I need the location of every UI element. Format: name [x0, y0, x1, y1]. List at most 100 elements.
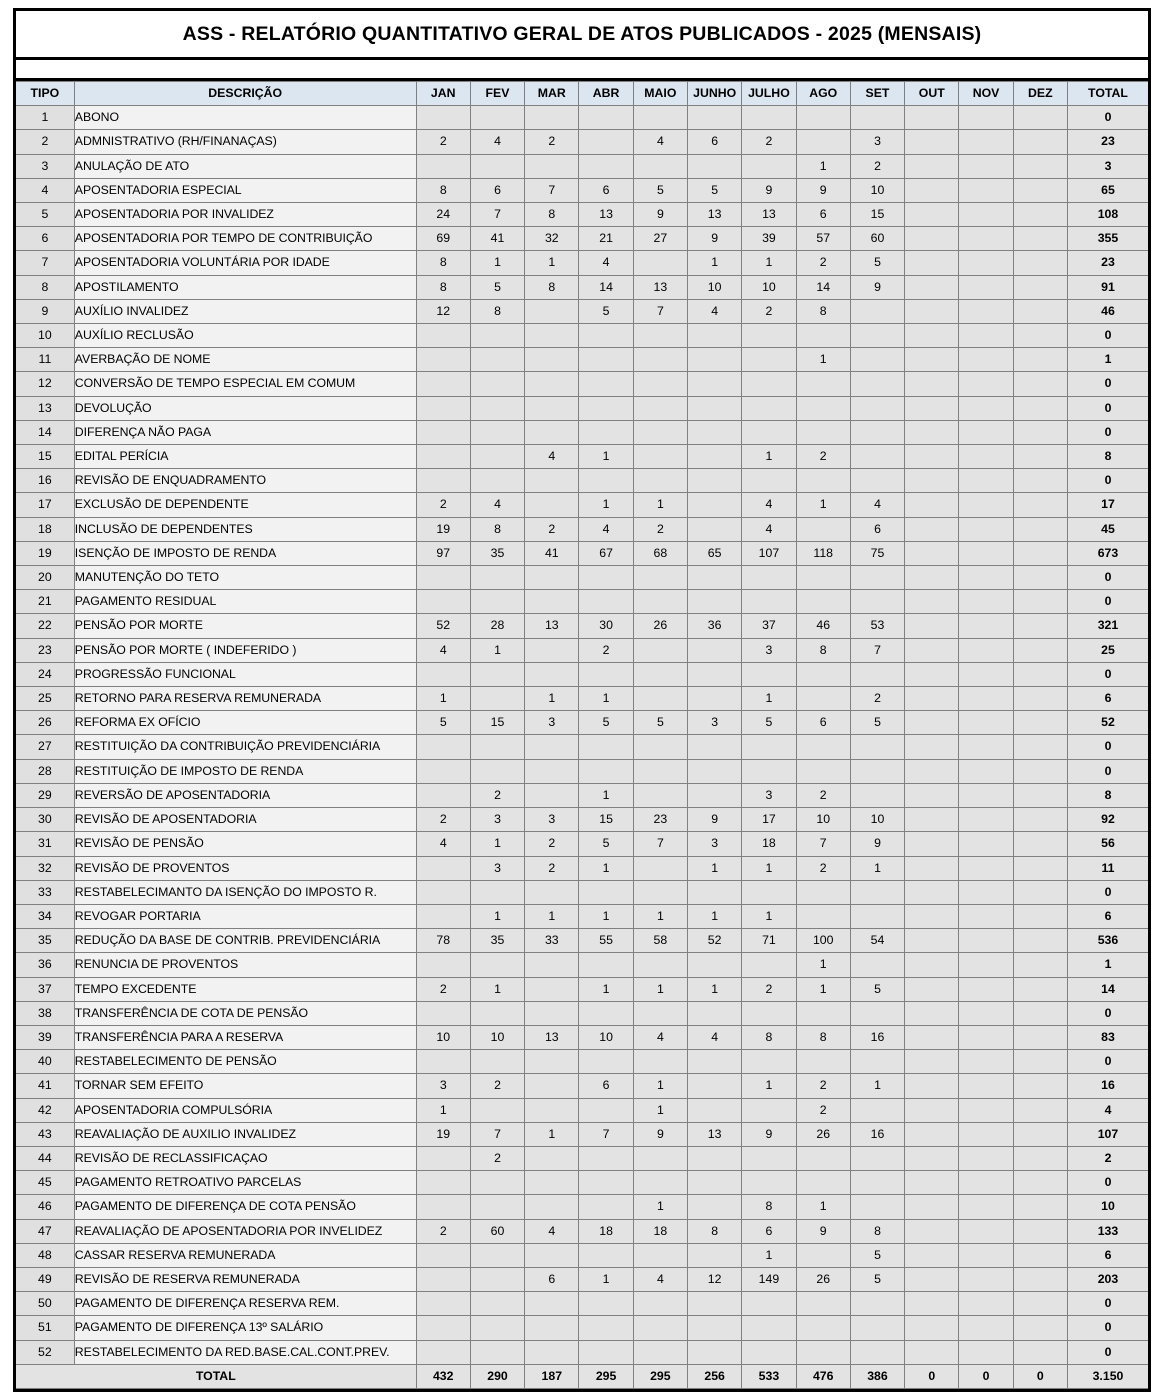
- grand-total-label: TOTAL: [16, 1363, 417, 1389]
- column-header-julho[interactable]: JULHO: [741, 80, 797, 107]
- row-value-ago: [795, 1339, 851, 1365]
- row-tipo: 31: [16, 831, 75, 857]
- row-value-fev: [469, 1000, 526, 1026]
- row-value-fev: 10: [469, 1024, 526, 1051]
- row-value-fev: 1: [469, 903, 526, 930]
- row-value-junho: [686, 758, 743, 784]
- row-value-julho: [741, 1000, 797, 1026]
- column-header-descricao[interactable]: DESCRIÇÃO: [73, 80, 417, 107]
- row-value-ago: [795, 1170, 851, 1196]
- row-descricao: INCLUSÃO DE DEPENDENTES: [73, 516, 417, 542]
- row-value-julho: 4: [741, 516, 797, 542]
- row-value-abr: 2: [578, 637, 634, 663]
- row-value-out: [904, 613, 960, 639]
- table-row: 50 PAGAMENTO DE DIFERENÇA RESERVA REM. 0: [16, 1291, 1148, 1317]
- row-total: 11: [1066, 855, 1148, 881]
- column-header-fev[interactable]: FEV: [469, 80, 526, 107]
- table-row: 42 APOSENTADORIA COMPULSÓRIA 1 1 2 4: [16, 1097, 1148, 1123]
- row-value-mar: [524, 1073, 580, 1099]
- row-value-dez: [1012, 1339, 1068, 1365]
- table-row: 35 REDUÇÃO DA BASE DE CONTRIB. PREVIDENCI…: [16, 928, 1148, 954]
- column-header-maio[interactable]: MAIO: [632, 80, 689, 107]
- row-value-dez: [1012, 540, 1068, 567]
- row-value-nov: [958, 1121, 1014, 1147]
- row-value-abr: [578, 734, 634, 760]
- row-descricao: REFORMA EX OFÍCIO: [73, 710, 417, 736]
- row-value-fev: 15: [469, 710, 526, 736]
- row-value-abr: [578, 323, 634, 349]
- table-row: 43 REAVALIAÇÃO DE AUXILIO INVALIDEZ 19 7 1 7 9…: [16, 1121, 1148, 1147]
- row-value-out: [904, 903, 960, 930]
- row-value-julho: 39: [741, 226, 797, 252]
- row-value-dez: [1012, 323, 1068, 349]
- column-header-ago[interactable]: AGO: [795, 80, 851, 107]
- row-value-set: [849, 758, 906, 784]
- row-tipo: 39: [16, 1024, 75, 1051]
- row-value-jan: [415, 444, 471, 470]
- row-value-dez: [1012, 274, 1068, 300]
- row-value-nov: [958, 202, 1014, 228]
- row-value-out: [904, 371, 960, 397]
- row-value-ago: 9: [795, 1218, 851, 1244]
- row-value-nov: [958, 589, 1014, 615]
- row-descricao: ABONO: [73, 105, 417, 131]
- row-value-out: [904, 879, 960, 905]
- row-value-nov: [958, 274, 1014, 300]
- table-row: 36 RENUNCIA DE PROVENTOS 1 1: [16, 952, 1148, 978]
- row-value-abr: 4: [578, 250, 634, 276]
- row-value-out: [904, 831, 960, 857]
- grand-total-abr: 295: [578, 1363, 634, 1389]
- row-value-abr: [578, 371, 634, 397]
- column-header-total[interactable]: TOTAL: [1066, 80, 1148, 107]
- column-header-jan[interactable]: JAN: [415, 80, 471, 107]
- row-value-jan: [415, 1291, 471, 1317]
- column-header-tipo[interactable]: TIPO: [16, 80, 75, 107]
- column-header-abr[interactable]: ABR: [578, 80, 634, 107]
- row-value-out: [904, 444, 960, 470]
- row-descricao: TORNAR SEM EFEITO: [73, 1073, 417, 1099]
- row-value-nov: [958, 323, 1014, 349]
- column-header-nov[interactable]: NOV: [958, 80, 1014, 107]
- row-value-julho: [741, 347, 797, 373]
- column-header-junho[interactable]: JUNHO: [686, 80, 743, 107]
- row-value-ago: 14: [795, 274, 851, 300]
- row-value-junho: [686, 347, 743, 373]
- row-value-jan: 97: [415, 540, 471, 567]
- row-tipo: 29: [16, 782, 75, 809]
- row-value-nov: [958, 1145, 1014, 1172]
- row-value-dez: [1012, 1170, 1068, 1196]
- row-tipo: 4: [16, 177, 75, 204]
- row-value-maio: 27: [632, 226, 689, 252]
- row-value-set: 53: [849, 613, 906, 639]
- row-value-julho: 2: [741, 298, 797, 325]
- row-value-set: [849, 468, 906, 494]
- column-header-dez[interactable]: DEZ: [1012, 80, 1068, 107]
- row-value-maio: 4: [632, 1266, 689, 1293]
- row-tipo: 30: [16, 807, 75, 833]
- table-row: 29 REVERSÃO DE APOSENTADORIA 2 1 3 2 8: [16, 782, 1148, 809]
- column-header-set[interactable]: SET: [849, 80, 906, 107]
- row-value-jan: 5: [415, 710, 471, 736]
- row-value-julho: [741, 879, 797, 905]
- row-value-out: [904, 976, 960, 1002]
- row-value-ago: 7: [795, 831, 851, 857]
- row-value-out: [904, 1315, 960, 1341]
- row-value-nov: [958, 734, 1014, 760]
- row-value-maio: [632, 734, 689, 760]
- row-value-junho: [686, 395, 743, 421]
- table-row: 3 ANULAÇÃO DE ATO 1 2 3: [16, 153, 1148, 179]
- row-value-julho: 1: [741, 855, 797, 881]
- row-value-mar: [524, 952, 580, 978]
- row-descricao: PAGAMENTO RESIDUAL: [73, 589, 417, 615]
- row-value-junho: 8: [686, 1218, 743, 1244]
- row-value-abr: [578, 105, 634, 131]
- row-value-ago: 10: [795, 807, 851, 833]
- column-header-mar[interactable]: MAR: [524, 80, 580, 107]
- column-header-out[interactable]: OUT: [904, 80, 960, 107]
- row-descricao: AUXÍLIO INVALIDEZ: [73, 298, 417, 325]
- row-value-jan: 12: [415, 298, 471, 325]
- row-total: 0: [1066, 1000, 1148, 1026]
- row-value-set: 1: [849, 855, 906, 881]
- row-value-jan: [415, 903, 471, 930]
- row-value-maio: [632, 105, 689, 131]
